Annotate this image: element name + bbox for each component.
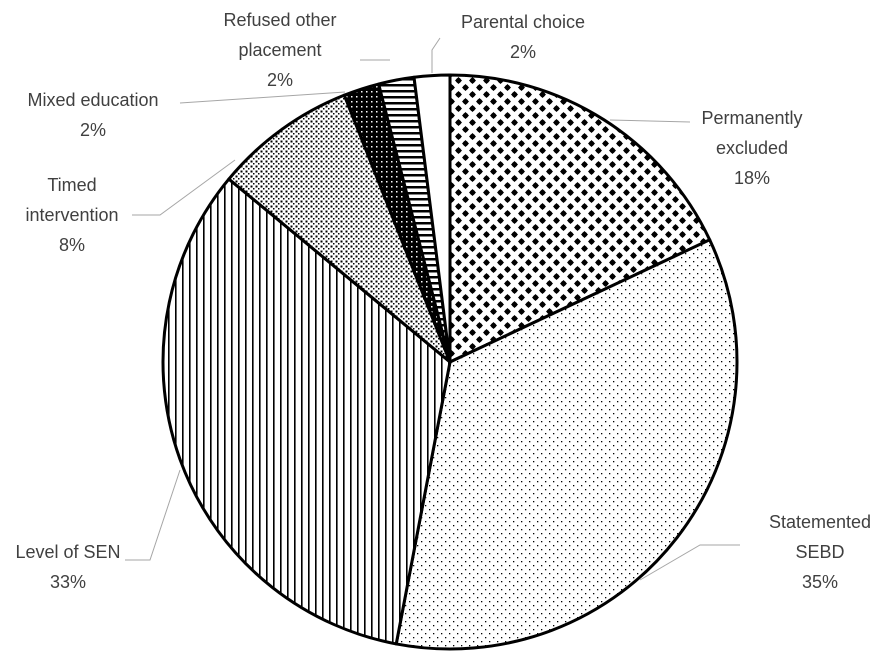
data-label: Level of SEN 33% [0, 537, 138, 597]
slice-label: Refused other placement [223, 10, 337, 60]
data-label: Refused other placement 2% [195, 5, 365, 95]
value-label: 2% [79, 120, 106, 140]
slice-label: Mixed education [27, 90, 159, 110]
value-label: 33% [49, 572, 87, 592]
data-label: Statemented SEBD 35% [750, 507, 885, 597]
value-label: 18% [733, 168, 771, 188]
value-label: 2% [509, 42, 536, 62]
pie-slice [227, 93, 452, 364]
leader-lines [125, 37, 740, 581]
value-label: 2% [266, 70, 293, 90]
data-label: Parental choice 2% [423, 7, 623, 67]
pie-slice [394, 238, 739, 651]
slice-label: Statemented SEBD [768, 512, 872, 562]
slice-label: Permanently excluded [701, 108, 803, 158]
value-label: 8% [58, 235, 85, 255]
slice-label: Level of SEN [15, 542, 121, 562]
data-label: Permanently excluded 18% [682, 103, 822, 193]
pie-slice [412, 73, 452, 364]
slice-label: Parental choice [460, 12, 586, 32]
data-label: Timed intervention 8% [12, 170, 132, 260]
pie-slice [448, 73, 712, 364]
value-label: 35% [801, 572, 839, 592]
slice-label: Timed intervention [25, 175, 119, 225]
data-label: Mixed education 2% [0, 85, 193, 145]
pie-slice [161, 177, 452, 646]
